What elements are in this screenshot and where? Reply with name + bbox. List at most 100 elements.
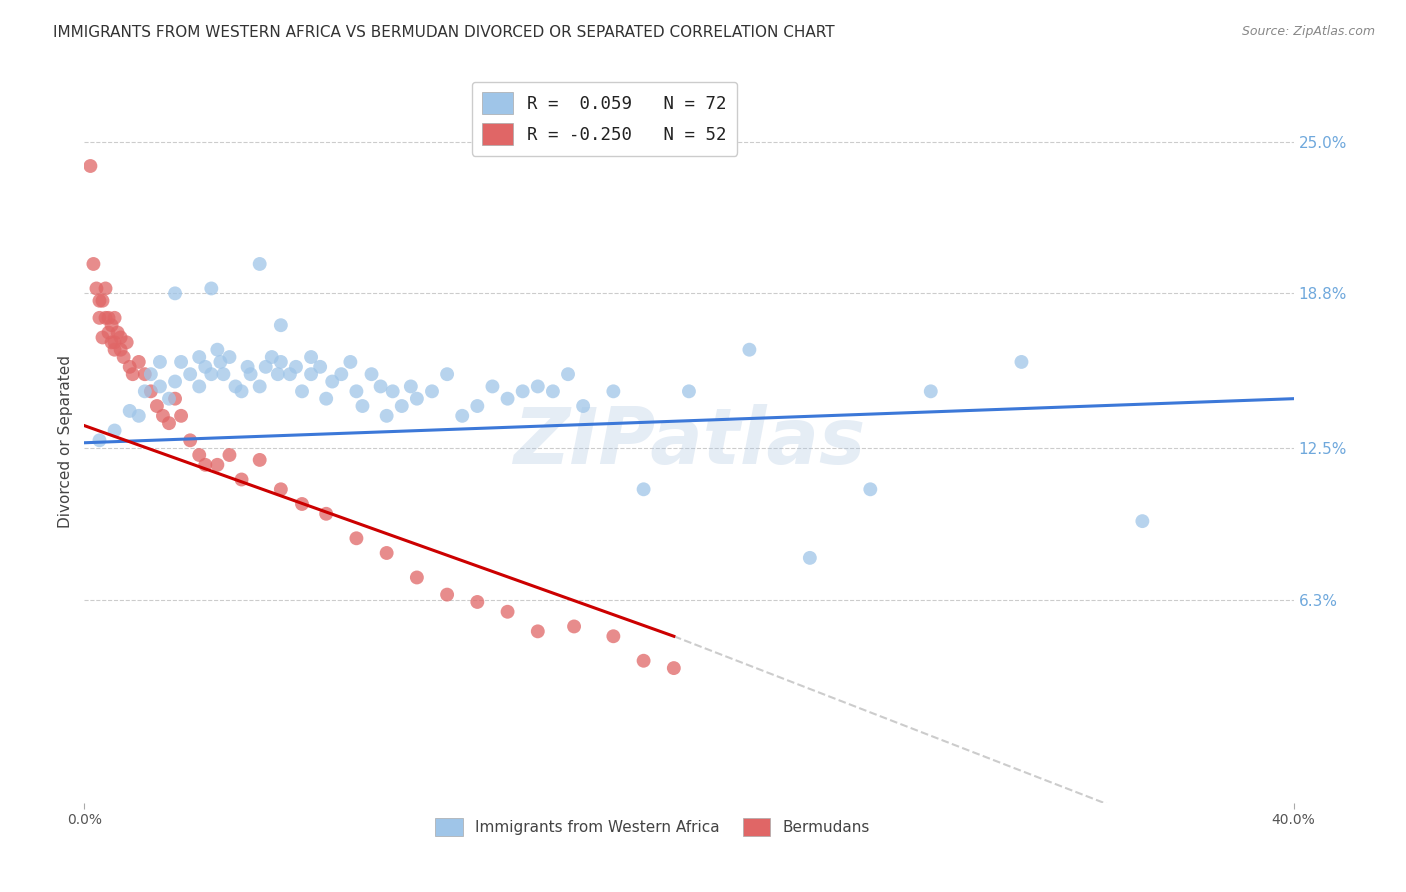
Point (399, 379, 422, 393)
Point (436, 367, 458, 381)
Point (118, 359, 141, 374)
Point (254, 359, 277, 374)
Point (94, 310, 117, 325)
Point (920, 384, 942, 399)
Point (89, 310, 111, 325)
Point (134, 367, 156, 381)
Point (134, 384, 156, 399)
Point (267, 367, 290, 381)
Point (678, 384, 700, 399)
Point (299, 350, 322, 364)
Point (572, 399, 595, 413)
Point (249, 453, 271, 467)
Point (212, 367, 235, 381)
Point (209, 355, 232, 369)
Y-axis label: Divorced or Separated: Divorced or Separated (58, 355, 73, 528)
Point (231, 473, 253, 487)
Point (315, 507, 337, 521)
Point (225, 379, 247, 393)
Point (97, 326, 120, 340)
Point (527, 624, 550, 639)
Point (467, 399, 489, 413)
Point (249, 257, 271, 271)
Point (352, 399, 374, 413)
Point (602, 384, 624, 399)
Point (496, 605, 519, 619)
Point (512, 384, 534, 399)
Point (121, 367, 143, 381)
Point (207, 458, 229, 472)
Point (188, 448, 211, 462)
Point (157, 416, 180, 430)
Point (633, 654, 655, 668)
Point (1130, 514, 1153, 528)
Point (375, 546, 398, 560)
Point (299, 367, 322, 381)
Point (360, 367, 382, 381)
Point (285, 359, 308, 374)
Point (165, 375, 187, 389)
Point (110, 330, 132, 344)
Text: IMMIGRANTS FROM WESTERN AFRICA VS BERMUDAN DIVORCED OR SEPARATED CORRELATION CHA: IMMIGRANTS FROM WESTERN AFRICA VS BERMUD… (53, 25, 835, 40)
Point (315, 392, 337, 406)
Point (420, 384, 443, 399)
Point (79, 159, 101, 173)
Point (391, 399, 413, 413)
Point (104, 343, 127, 357)
Point (562, 619, 585, 633)
Point (231, 384, 253, 399)
Point (270, 318, 292, 333)
Point (128, 409, 150, 423)
Point (104, 310, 127, 325)
Point (330, 367, 353, 381)
Point (291, 384, 314, 399)
Point (91, 330, 114, 344)
Point (179, 367, 201, 381)
Point (112, 350, 135, 364)
Point (139, 367, 162, 381)
Point (165, 392, 187, 406)
Point (170, 355, 193, 369)
Point (236, 359, 259, 374)
Point (157, 392, 180, 406)
Text: Source: ZipAtlas.com: Source: ZipAtlas.com (1241, 25, 1375, 38)
Point (527, 379, 550, 393)
Point (149, 379, 172, 393)
Point (309, 359, 332, 374)
Point (346, 384, 368, 399)
Point (188, 379, 211, 393)
Point (633, 483, 655, 497)
Point (82, 257, 104, 271)
Point (194, 359, 217, 374)
Point (381, 384, 404, 399)
Point (218, 350, 240, 364)
Legend: Immigrants from Western Africa, Bermudans: Immigrants from Western Africa, Bermudan… (429, 813, 876, 842)
Point (149, 355, 172, 369)
Point (89, 434, 111, 448)
Point (260, 350, 283, 364)
Point (118, 404, 141, 418)
Point (321, 375, 343, 389)
Point (738, 343, 761, 357)
Point (170, 409, 193, 423)
Point (602, 629, 624, 643)
Point (152, 409, 174, 423)
Point (89, 293, 111, 308)
Point (146, 399, 169, 413)
Point (451, 409, 474, 423)
Point (100, 335, 122, 350)
Point (249, 379, 271, 393)
Point (200, 367, 222, 381)
Point (557, 367, 579, 381)
Point (467, 595, 489, 609)
Point (194, 458, 217, 472)
Point (165, 286, 187, 301)
Point (481, 379, 503, 393)
Point (799, 550, 821, 565)
Point (86, 281, 108, 295)
Point (179, 434, 201, 448)
Point (200, 281, 222, 295)
Point (436, 588, 458, 602)
Point (104, 424, 127, 438)
Point (339, 355, 361, 369)
